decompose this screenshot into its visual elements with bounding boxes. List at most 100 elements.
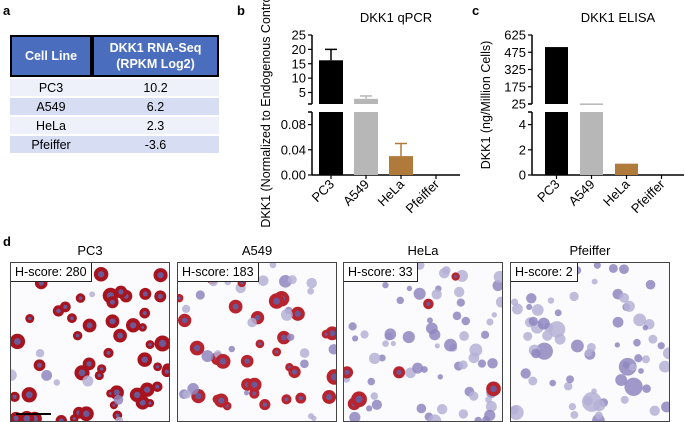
cell xyxy=(485,400,497,412)
cell xyxy=(272,347,282,357)
cell xyxy=(444,338,457,352)
cell xyxy=(268,293,285,309)
cell xyxy=(452,311,462,321)
cell xyxy=(474,416,482,421)
cell xyxy=(624,377,643,396)
cell xyxy=(526,303,533,311)
cell xyxy=(382,340,389,347)
cell xyxy=(633,338,641,347)
bar-a549-lower xyxy=(580,112,603,175)
chart-title: DKK1 qPCR xyxy=(360,10,432,25)
qpcr-chart: DKK1 qPCR DKK1 (Normalized to Endogenous … xyxy=(259,0,460,228)
cell xyxy=(382,281,389,289)
cell-line: Pfeiffer xyxy=(10,136,92,153)
cell xyxy=(659,360,669,373)
cell xyxy=(593,399,606,412)
cell xyxy=(322,390,336,404)
cell xyxy=(638,368,644,374)
cell xyxy=(366,405,373,412)
cell xyxy=(645,279,656,290)
cell xyxy=(369,352,381,365)
cell xyxy=(615,374,628,386)
cell xyxy=(55,415,68,421)
cell xyxy=(328,344,336,355)
cell xyxy=(549,379,556,387)
cell xyxy=(458,360,468,370)
cell xyxy=(67,313,77,324)
cell xyxy=(244,390,250,396)
cell xyxy=(307,287,314,295)
cell xyxy=(511,405,524,420)
cell xyxy=(228,299,243,314)
rna-value: 2.3 xyxy=(92,117,219,134)
cell xyxy=(528,316,538,326)
cell xyxy=(214,393,229,408)
cell xyxy=(182,304,191,313)
cell xyxy=(348,322,357,331)
cell xyxy=(420,366,428,373)
cell xyxy=(281,394,292,405)
cell xyxy=(255,339,265,349)
table-header-cell-line: Cell Line xyxy=(10,35,92,77)
cell xyxy=(591,278,598,285)
elisa-chart: DKK1 ELISA DKK1 (ng/Million Cells) 25 175 32… xyxy=(479,10,684,216)
cell xyxy=(486,381,501,397)
y-tick-label: 0 xyxy=(519,168,526,183)
cell xyxy=(487,358,498,369)
cell xyxy=(662,347,669,360)
cell xyxy=(240,354,254,368)
cell xyxy=(378,354,386,362)
cell xyxy=(139,382,155,397)
y-tick-label: 25 xyxy=(512,97,526,112)
cell xyxy=(306,277,317,289)
cell xyxy=(413,287,426,300)
h-score-label: H-score: 2 xyxy=(511,263,578,282)
cell xyxy=(257,275,269,286)
rna-value: 10.2 xyxy=(92,79,219,96)
cell xyxy=(657,342,665,350)
cell xyxy=(537,317,550,330)
cell xyxy=(523,331,533,341)
cell xyxy=(371,399,382,410)
cell xyxy=(187,383,199,395)
cell xyxy=(623,300,635,312)
cell xyxy=(113,328,127,343)
cell xyxy=(106,296,119,309)
cell xyxy=(287,275,297,285)
cell xyxy=(571,339,584,353)
cell xyxy=(595,411,603,420)
cell xyxy=(269,263,277,269)
cell xyxy=(620,395,629,404)
cell xyxy=(481,330,490,339)
cell xyxy=(11,333,26,350)
cell xyxy=(436,404,448,415)
bar-hela xyxy=(615,163,638,175)
y-tick-label: 15 xyxy=(292,56,306,71)
table-row: HeLa 2.3 xyxy=(10,117,219,134)
cell xyxy=(402,331,415,344)
cell xyxy=(563,382,573,391)
cell xyxy=(321,329,331,339)
bar-a549 xyxy=(354,98,378,104)
cell xyxy=(75,293,86,303)
cell xyxy=(201,350,214,363)
x-tick-label: Pfeiffer xyxy=(403,176,443,216)
cell xyxy=(115,416,124,421)
cell xyxy=(406,285,413,292)
y-tick-label: 2 xyxy=(519,142,526,157)
cell-line: PC3 xyxy=(10,79,92,96)
cell xyxy=(367,377,376,386)
cell xyxy=(280,308,293,321)
cell xyxy=(451,272,460,281)
cell xyxy=(25,314,35,324)
cell xyxy=(495,296,502,308)
cell xyxy=(384,328,397,341)
ihc-title-pc3: PC3 xyxy=(77,243,103,258)
cell xyxy=(370,392,379,400)
cell xyxy=(390,340,396,347)
cell xyxy=(531,348,541,359)
cell xyxy=(326,369,336,385)
cell xyxy=(72,330,83,341)
cell xyxy=(477,359,487,368)
